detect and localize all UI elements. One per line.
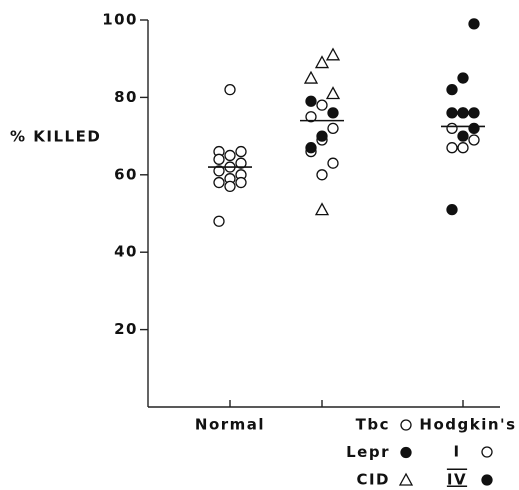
data-point bbox=[224, 149, 236, 162]
data-point bbox=[235, 176, 247, 189]
y-axis-label: % KILLED bbox=[10, 128, 101, 146]
data-point bbox=[224, 84, 236, 96]
data-point bbox=[314, 202, 330, 216]
data-point bbox=[446, 84, 458, 96]
data-point bbox=[325, 47, 341, 61]
data-point bbox=[468, 107, 480, 119]
data-point bbox=[305, 142, 317, 154]
y-tick-label: 60 bbox=[114, 165, 138, 183]
legend-label: Lepr bbox=[346, 443, 390, 461]
data-point bbox=[303, 70, 319, 84]
data-point bbox=[316, 130, 328, 142]
legend-marker bbox=[481, 446, 493, 458]
data-point bbox=[213, 215, 225, 227]
legend-label: I bbox=[453, 443, 460, 461]
y-tick-label: 100 bbox=[102, 11, 138, 29]
legend-label: Tbc bbox=[356, 416, 390, 434]
data-point bbox=[446, 122, 458, 135]
data-point bbox=[457, 142, 469, 154]
data-point bbox=[446, 203, 458, 216]
data-point bbox=[446, 142, 458, 154]
data-point bbox=[468, 18, 480, 30]
legend-marker bbox=[400, 419, 412, 431]
data-point bbox=[468, 134, 480, 146]
data-point bbox=[457, 107, 469, 119]
data-point bbox=[314, 55, 330, 69]
data-point bbox=[457, 130, 469, 142]
y-tick-label: 80 bbox=[114, 88, 138, 106]
legend-label: CID bbox=[356, 471, 390, 489]
data-point bbox=[235, 145, 247, 158]
data-point bbox=[305, 95, 317, 107]
data-point bbox=[327, 157, 339, 169]
data-point bbox=[305, 111, 317, 123]
category-label: Hodgkin's bbox=[419, 416, 516, 434]
data-point bbox=[213, 153, 225, 165]
data-point bbox=[213, 176, 225, 189]
data-point bbox=[327, 122, 339, 135]
data-point bbox=[457, 72, 469, 84]
data-point bbox=[235, 157, 247, 169]
data-point bbox=[325, 86, 341, 100]
data-point bbox=[316, 99, 328, 111]
legend-label: IV bbox=[447, 471, 467, 489]
data-point bbox=[213, 165, 225, 177]
data-point bbox=[327, 107, 339, 119]
y-tick-label: 40 bbox=[114, 243, 138, 261]
data-point bbox=[468, 122, 480, 135]
legend-marker bbox=[481, 474, 493, 486]
category-label: Normal bbox=[195, 416, 265, 434]
data-point bbox=[224, 180, 236, 193]
legend-marker bbox=[398, 472, 414, 486]
data-point bbox=[316, 169, 328, 181]
data-point bbox=[446, 107, 458, 119]
y-tick-label: 20 bbox=[114, 320, 138, 338]
legend-marker bbox=[400, 446, 412, 459]
